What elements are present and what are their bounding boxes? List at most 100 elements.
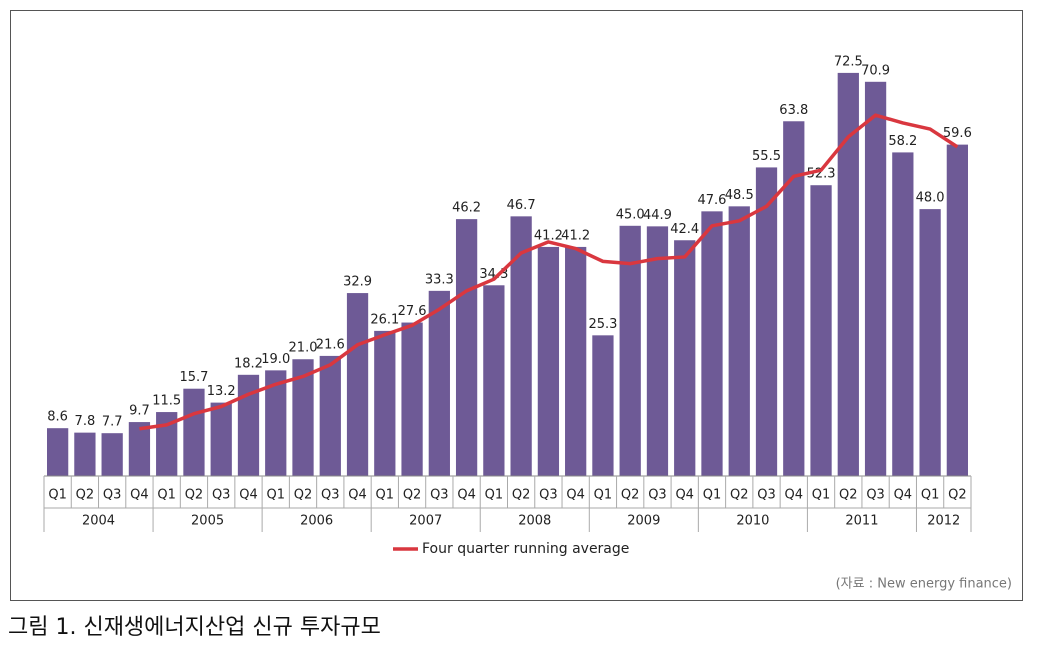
x-tick-label: Q2 bbox=[621, 488, 640, 503]
value-label: 21.6 bbox=[316, 337, 345, 352]
bar bbox=[265, 370, 287, 476]
bar bbox=[101, 433, 123, 476]
bar bbox=[128, 422, 151, 476]
running-average-line bbox=[139, 113, 959, 431]
year-label: 2012 bbox=[927, 514, 960, 529]
x-tick-label: Q4 bbox=[239, 488, 258, 503]
year-label: 2010 bbox=[736, 514, 769, 529]
legend-label: Four quarter running average bbox=[422, 541, 629, 557]
value-label: 13.2 bbox=[207, 384, 236, 399]
value-label: 7.8 bbox=[75, 414, 96, 429]
x-tick-label: Q2 bbox=[512, 488, 531, 503]
value-label: 42.4 bbox=[670, 222, 699, 237]
x-tick-label: Q4 bbox=[457, 488, 476, 503]
value-label: 45.0 bbox=[616, 207, 645, 222]
bar bbox=[701, 211, 723, 476]
year-label: 2008 bbox=[518, 514, 551, 529]
bar bbox=[292, 359, 314, 476]
value-label: 48.5 bbox=[725, 188, 754, 203]
bar bbox=[728, 206, 750, 476]
x-tick-label: Q3 bbox=[866, 488, 885, 503]
value-label: 41.2 bbox=[534, 228, 563, 243]
value-label: 19.0 bbox=[261, 352, 290, 367]
value-label: 25.3 bbox=[588, 317, 617, 332]
bar bbox=[428, 290, 450, 476]
bar bbox=[592, 335, 614, 476]
value-label: 8.6 bbox=[47, 410, 68, 425]
value-label: 63.8 bbox=[779, 103, 808, 118]
value-label: 55.5 bbox=[752, 149, 781, 164]
bar bbox=[237, 374, 260, 476]
year-label: 2011 bbox=[845, 514, 878, 529]
value-label: 46.2 bbox=[452, 201, 481, 216]
year-label: 2006 bbox=[300, 514, 333, 529]
x-tick-label: Q4 bbox=[675, 488, 694, 503]
bar bbox=[783, 121, 805, 476]
x-tick-label: Q3 bbox=[757, 488, 776, 503]
x-tick-label: Q1 bbox=[48, 488, 67, 503]
bar bbox=[810, 185, 832, 476]
value-label: 70.9 bbox=[861, 63, 890, 78]
x-tick-label: Q1 bbox=[376, 488, 395, 503]
x-tick-label: Q3 bbox=[539, 488, 558, 503]
x-tick-label: Q4 bbox=[785, 488, 804, 503]
bar bbox=[537, 246, 560, 476]
x-tick-label: Q3 bbox=[321, 488, 340, 503]
bar bbox=[674, 240, 696, 476]
caption: 그림 1. 신재생에너지산업 신규 투자규모 bbox=[8, 615, 381, 640]
bar bbox=[510, 216, 532, 476]
value-label: 44.9 bbox=[643, 208, 672, 223]
value-label: 48.0 bbox=[916, 191, 945, 206]
x-tick-label: Q2 bbox=[76, 488, 95, 503]
value-label: 9.7 bbox=[129, 404, 150, 419]
value-label: 32.9 bbox=[343, 275, 372, 290]
year-label: 2009 bbox=[627, 514, 660, 529]
bar bbox=[565, 246, 587, 476]
x-tick-label: Q3 bbox=[430, 488, 449, 503]
value-label: 27.6 bbox=[398, 304, 427, 319]
bar bbox=[646, 226, 669, 476]
value-label: 41.2 bbox=[561, 228, 590, 243]
x-tick-label: Q4 bbox=[348, 488, 367, 503]
bar bbox=[74, 432, 96, 476]
x-tick-label: Q2 bbox=[730, 488, 749, 503]
x-tick-label: Q2 bbox=[294, 488, 313, 503]
x-tick-label: Q1 bbox=[594, 488, 613, 503]
bar bbox=[319, 355, 341, 476]
value-label: 15.7 bbox=[179, 370, 208, 385]
bar bbox=[455, 219, 478, 477]
x-tick-label: Q2 bbox=[839, 488, 858, 503]
value-label: 58.2 bbox=[888, 134, 917, 149]
bar bbox=[892, 152, 914, 476]
bar bbox=[46, 428, 69, 476]
bar bbox=[864, 81, 887, 477]
value-label: 26.1 bbox=[370, 312, 399, 327]
bar bbox=[156, 412, 178, 476]
bar bbox=[837, 72, 859, 477]
value-label: 18.2 bbox=[234, 356, 263, 371]
x-tick-label: Q2 bbox=[185, 488, 204, 503]
value-label: 33.3 bbox=[425, 272, 454, 287]
bar bbox=[946, 144, 969, 476]
bar bbox=[401, 322, 423, 476]
x-tick-label: Q3 bbox=[648, 488, 667, 503]
x-tick-label: Q1 bbox=[266, 488, 285, 503]
value-label: 46.7 bbox=[507, 198, 536, 213]
x-tick-label: Q2 bbox=[948, 488, 967, 503]
bar bbox=[483, 285, 505, 476]
bar bbox=[346, 293, 369, 476]
x-tick-label: Q4 bbox=[130, 488, 149, 503]
source: (자료 : New energy finance) bbox=[836, 577, 1012, 592]
value-label: 21.0 bbox=[289, 341, 318, 356]
x-tick-label: Q2 bbox=[403, 488, 422, 503]
bar bbox=[183, 388, 205, 476]
bar bbox=[919, 209, 941, 476]
bar bbox=[374, 330, 396, 476]
year-label: 2004 bbox=[82, 514, 115, 529]
value-label: 11.5 bbox=[152, 394, 181, 409]
x-tick-label: Q1 bbox=[157, 488, 176, 503]
bar bbox=[619, 225, 641, 476]
bar bbox=[210, 402, 232, 476]
year-label: 2005 bbox=[191, 514, 224, 529]
